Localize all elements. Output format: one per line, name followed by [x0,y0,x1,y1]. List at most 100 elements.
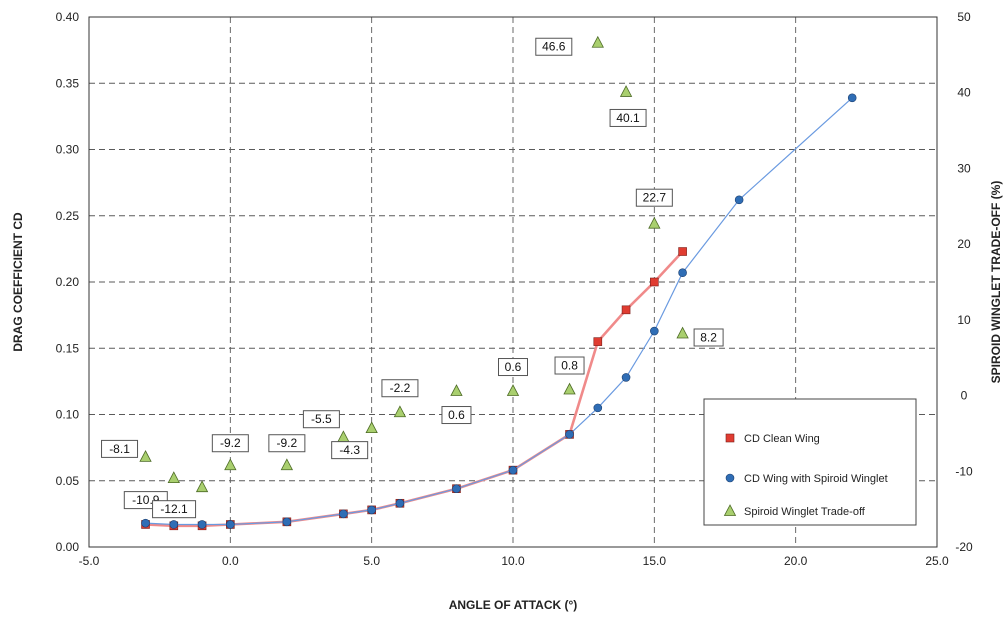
data-point [226,520,235,529]
data-label-text: -4.3 [339,443,360,457]
legend-entry: Spiroid Winglet Trade-off [723,504,866,518]
x-tick-label: 10.0 [501,554,525,568]
legend-entry: CD Clean Wing [725,433,820,445]
y-tick-label: 0.05 [56,474,80,488]
y2-tick-label: 10 [957,313,971,327]
y2-axis-title: SPIROID WINGLET TRADE-OFF (%) [989,181,1003,384]
data-label-text: 8.2 [700,330,717,344]
data-label-box [535,37,573,56]
y2-tick-label: -10 [955,464,973,478]
y2-tick-label: 0 [961,389,968,403]
data-point [280,458,294,471]
x-tick-label: 25.0 [925,554,949,568]
data-point [395,498,405,508]
y-tick-label: 0.00 [56,540,80,554]
y2-tick-label: 50 [957,10,971,24]
data-label: 40.1 [609,108,647,127]
data-label-box [302,410,340,429]
legend-marker [725,473,735,483]
x-tick-label: 20.0 [784,554,808,568]
data-point [593,337,603,346]
y-tick-label: 0.10 [56,408,80,422]
data-label-text: 22.7 [643,191,667,205]
y2-axis-ticks: -20 -10 0 10 20 30 40 50 [955,10,973,554]
data-label-text: 0.6 [505,360,522,374]
legend-marker [723,504,737,516]
data-label: 0.8 [554,356,585,375]
y2-tick-label: 40 [957,86,971,100]
data-point [648,216,661,229]
data-point [650,277,659,287]
legend: CD Clean Wing CD Wing with Spiroid Wingle… [703,398,917,526]
data-label: 0.6 [441,406,472,425]
data-point [169,520,179,529]
y2-tick-label: 30 [957,161,971,175]
data-label-text: 40.1 [616,111,640,125]
legend-box [703,398,917,526]
data-point [591,35,604,48]
data-point [141,518,150,528]
data-label: 0.6 [498,358,528,377]
data-label-box [693,328,724,347]
y-axis-title: DRAG COEFFICIENT CD [11,212,25,352]
data-label-text: -9.2 [277,436,298,450]
data-label-box [635,188,673,207]
data-label-box [101,439,139,458]
data-point [195,480,209,493]
data-point [619,85,633,97]
data-point [563,382,576,395]
legend-label: Spiroid Winglet Trade-off [744,506,866,518]
data-point [197,520,207,529]
data-label-text: -9.2 [220,436,241,450]
data-label: -4.3 [331,441,369,460]
data-point [339,509,348,519]
data-label-box [609,108,647,127]
data-label-text: -5.5 [311,412,332,426]
data-label-text: 0.8 [561,359,578,373]
data-label-box [381,379,419,398]
series-2 [139,35,689,493]
data-label-box [498,358,528,377]
data-point [676,326,689,339]
x-tick-label: -5.0 [79,554,100,568]
data-point [593,403,603,413]
data-point [506,384,520,396]
data-point [621,373,631,382]
x-tick-label: 5.0 [363,554,380,568]
data-point [508,465,518,475]
x-tick-label: 15.0 [643,554,667,568]
data-labels: -8.1-10.9-12.1-9.2 -9.2-5.5-4.3-2.20.60.6… [101,37,724,519]
data-label-text: -12.1 [160,502,188,516]
y-tick-label: 0.30 [56,143,80,157]
y-tick-label: 0.35 [56,76,80,90]
y-tick-label: 0.25 [56,209,80,223]
data-label: 22.7 [635,188,673,207]
legend-label: CD Wing with Spiroid Winglet [744,473,888,485]
data-label-box [331,441,369,460]
y-tick-label: 0.20 [56,275,80,289]
data-label-text: -8.1 [109,442,130,456]
data-point [734,195,744,205]
data-label: 46.6 [535,37,573,56]
x-axis-ticks: -5.0 0.0 5.0 10.0 15.0 20.0 25.0 [79,554,949,568]
data-label: -2.2 [381,379,419,398]
data-label: -5.5 [302,410,340,429]
data-point [650,326,659,336]
data-label: -9.2 [268,434,306,453]
series-layer [139,35,857,531]
data-label-box [268,434,306,453]
data-point [621,305,631,315]
series-1 [141,93,857,529]
data-point [678,247,687,256]
y2-tick-label: -20 [955,540,973,554]
y-tick-label: 0.15 [56,341,80,355]
data-label-box [152,500,197,519]
data-point [565,430,574,439]
data-label-text: -2.2 [390,381,411,395]
data-label-box [554,356,585,375]
data-point [139,450,152,462]
legend-marker [725,433,735,443]
plot-frame [88,16,938,548]
y-axis-ticks: 0.00 0.05 0.10 0.15 0.20 0.25 0.30 0.35 0.40 [56,10,80,554]
